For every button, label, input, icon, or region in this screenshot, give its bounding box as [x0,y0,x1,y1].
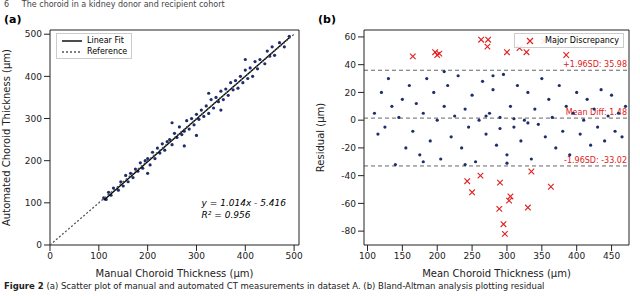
svg-text:100: 100 [90,251,107,261]
svg-text:0: 0 [350,115,356,125]
svg-text:20: 20 [345,88,357,98]
html-text:Reference: Reference [87,47,128,56]
svg-text:300: 300 [25,114,42,124]
svg-text:400: 400 [568,251,585,261]
svg-text:500: 500 [286,251,303,261]
svg-text:-60: -60 [341,199,356,209]
svg-text:0: 0 [36,240,42,250]
svg-text:Mean Choroid Thickness (μm): Mean Choroid Thickness (μm) [422,268,571,279]
svg-text:-20: -20 [341,143,356,153]
svg-text:100: 100 [25,198,42,208]
svg-text:100: 100 [359,251,376,261]
svg-text:40: 40 [345,60,357,70]
svg-text:300: 300 [188,251,205,261]
svg-text:400: 400 [237,251,254,261]
svg-text:-1.96SD: -33.02: -1.96SD: -33.02 [564,156,627,165]
svg-text:Automated Choroid Thickness (μ: Automated Choroid Thickness (μm) [8,49,12,226]
svg-text:200: 200 [139,251,156,261]
html-text:y = 1.014x - 5.416: y = 1.014x - 5.416 [201,198,286,208]
svg-text:500: 500 [25,29,42,39]
svg-text:250: 250 [463,251,480,261]
svg-text:-40: -40 [341,171,356,181]
svg-text:0: 0 [47,251,53,261]
svg-text:200: 200 [429,251,446,261]
svg-text:400: 400 [25,72,42,82]
svg-text:-80: -80 [341,226,356,236]
svg-text:Residual (μm): Residual (μm) [315,103,326,172]
html-text:R² = 0.956: R² = 0.956 [201,210,251,220]
svg-text:300: 300 [498,251,515,261]
svg-text:450: 450 [603,251,620,261]
html-text:(b): (b) [318,13,336,26]
svg-text:Mean Diff: 1.48: Mean Diff: 1.48 [566,108,627,117]
svg-text:Manual Choroid Thickness (μm): Manual Choroid Thickness (μm) [96,268,254,279]
html-text:6 The choroid in a kidney dono: 6 The choroid in a kidney donor and reci… [4,0,225,9]
svg-text:60: 60 [345,32,357,42]
svg-text:+1.96SD: 35.98: +1.96SD: 35.98 [563,60,627,69]
svg-text:350: 350 [533,251,550,261]
html-text:(a): (a) [4,13,22,26]
svg-text:200: 200 [25,156,42,166]
html-text:Figure 2 (a) Scatter plot of m: Figure 2 (a) Scatter plot of manual and … [4,281,545,291]
svg-text:150: 150 [394,251,411,261]
html-text:Major Discrepancy: Major Discrepancy [545,36,619,45]
html-text:Linear Fit: Linear Fit [87,36,124,45]
